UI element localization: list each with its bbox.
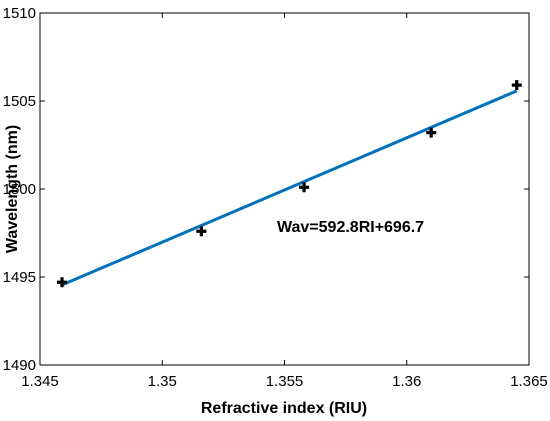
x-tick-label: 1.355 [266,373,304,390]
y-tick-label: 1490 [3,357,36,374]
x-axis-title: Refractive index (RIU) [201,400,367,417]
points-layer [57,80,522,288]
x-tick-label: 1.345 [21,373,59,390]
x-tick-label: 1.36 [392,373,421,390]
y-axis-title: Wavelength (nm) [4,125,21,253]
fit-equation: Wav=592.8RI+696.7 [277,219,424,236]
data-point-marker [511,80,522,91]
y-tick-label: 1500 [3,181,36,198]
data-point-marker [299,182,310,193]
data-point-marker [426,127,437,138]
x-tick-label: 1.35 [148,373,177,390]
data-point-marker [57,277,68,288]
y-tick-label: 1495 [3,269,36,286]
y-tick-label: 1505 [3,93,36,110]
fit-line [61,89,518,287]
ticks-layer: 1.345 1.35 1.355 1.36 1.365 1490 1495 1500 1505 1… [3,5,548,390]
fit-layer [61,89,518,287]
x-tick-label: 1.365 [510,373,548,390]
data-point-marker [196,226,207,237]
y-tick-label: 1510 [3,5,36,22]
